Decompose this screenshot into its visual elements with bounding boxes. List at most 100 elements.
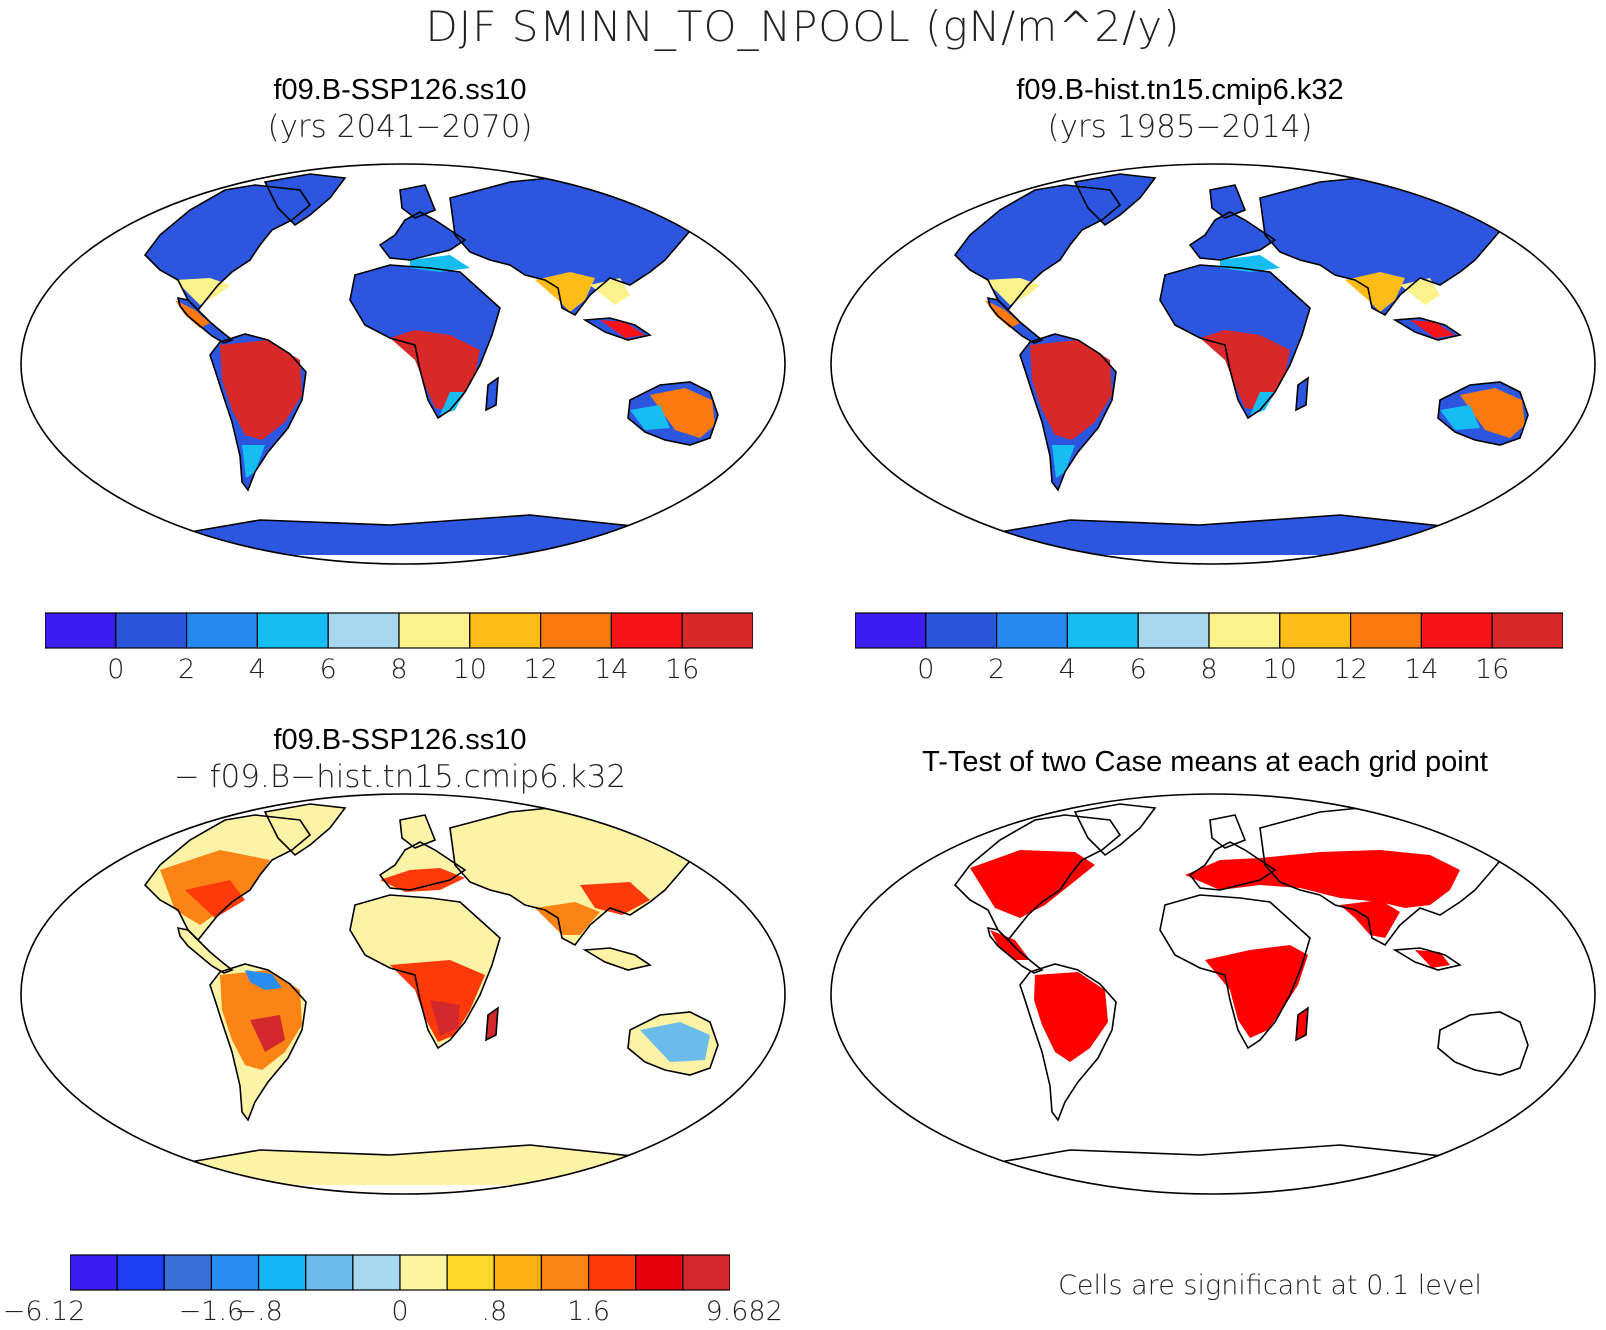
panel-title-top-left: f09.B-SSP126.ss10 (yrs 2041−2070) — [140, 72, 660, 146]
colorbar-segment — [115, 612, 188, 649]
colorbar-tick-label: 0 — [391, 1296, 409, 1327]
continent-antarctica — [155, 1145, 675, 1185]
map-border — [830, 163, 1596, 565]
field-overlay — [600, 320, 645, 338]
field-overlay — [1296, 1008, 1308, 1040]
field-overlay — [970, 850, 1095, 918]
field-overlay — [390, 960, 485, 1042]
colorbar-segment — [446, 1254, 495, 1291]
continent-antarctica — [965, 515, 1485, 555]
map-content — [21, 164, 785, 564]
colorbar-segment — [1066, 612, 1139, 649]
continent-greenland — [265, 174, 345, 225]
field-overlay — [1410, 320, 1455, 338]
colorbar-tick-label: 2 — [988, 654, 1006, 685]
colorbar-tick-label: 12 — [523, 654, 558, 685]
colorbar-labels-hist: 0 2 4 6 8 10 12 14 16 — [855, 654, 1563, 688]
map-border — [20, 163, 786, 565]
field-overlay — [1460, 388, 1525, 438]
continent-greenland — [265, 804, 345, 855]
coastline — [1188, 841, 1277, 891]
colorbar-segment — [540, 1254, 590, 1291]
coastline — [986, 296, 1044, 344]
colorbar-segment — [186, 612, 259, 649]
panel-title-top-right: f09.B-hist.tn15.cmip6.k32 (yrs 1985−2014… — [920, 72, 1440, 146]
field-overlay — [1034, 972, 1108, 1062]
coastline — [143, 814, 312, 942]
map-hist — [830, 163, 1596, 565]
field-overlay — [590, 278, 630, 305]
coastline — [1295, 376, 1309, 412]
colorbar-labels-ssp126: 0 2 4 6 8 10 12 14 16 — [45, 654, 753, 688]
field-overlay — [220, 340, 302, 440]
colorbar-segment — [469, 612, 542, 649]
continent-europe — [380, 212, 465, 260]
field-overlay — [440, 392, 465, 415]
figure-title: DJF SMINN_TO_NPOOL (gN/m^2/y) — [425, 2, 1181, 51]
colorbar-segment — [398, 612, 471, 649]
colorbar-segment — [305, 1254, 354, 1291]
field-overlay — [1345, 272, 1405, 312]
coastline — [953, 814, 1122, 942]
map-content — [831, 794, 1595, 1194]
field-overlay — [390, 330, 480, 410]
colorbar-tick-label: 8 — [1200, 654, 1218, 685]
field-overlay — [1400, 278, 1440, 305]
continent-greenland — [1075, 804, 1155, 855]
map-border — [830, 793, 1596, 1195]
field-overlay — [1052, 445, 1075, 478]
colorbar-tick-label: 4 — [1058, 654, 1076, 685]
field-overlay — [630, 405, 670, 430]
coastline — [349, 264, 501, 420]
colorbar-segment — [1491, 612, 1563, 649]
coastline — [209, 963, 307, 1122]
colorbar-tick-label: 8 — [390, 654, 408, 685]
colorbar-segment — [70, 1254, 118, 1291]
colorbar-segment — [635, 1254, 684, 1291]
coastline — [1019, 333, 1117, 492]
coastline — [582, 317, 652, 341]
colorbar-segment — [681, 612, 753, 649]
coastline — [1392, 947, 1462, 971]
colorbar-segment — [1420, 612, 1493, 649]
coastline — [627, 381, 719, 446]
colorbar-tick-label: 10 — [1262, 654, 1297, 685]
field-overlay — [535, 272, 595, 312]
colorbar-segment — [493, 1254, 543, 1291]
field-overlay — [175, 278, 230, 305]
panel-title-bottom-left: f09.B-SSP126.ss10 − f09.B−hist.tn15.cmip… — [80, 722, 720, 796]
continent-namerica — [145, 185, 310, 310]
coastline — [485, 376, 499, 412]
field-overlay — [175, 300, 210, 328]
map-content — [21, 794, 785, 1194]
coastline — [1209, 184, 1247, 219]
map-difference — [20, 793, 786, 1195]
colorbar-tick-label: 1.6 — [567, 1296, 611, 1327]
panel-case-name: f09.B-SSP126.ss10 — [273, 724, 527, 756]
coastline — [1437, 381, 1529, 446]
colorbar-segment — [399, 1254, 448, 1291]
colorbar-segment — [996, 612, 1069, 649]
coastline — [399, 814, 437, 849]
colorbar-tick-label: 14 — [594, 654, 629, 685]
colorbar-tick-label: −.8 — [234, 1296, 283, 1327]
continent-scandinavia — [1210, 815, 1245, 848]
colorbar-tick-label: 6 — [1129, 654, 1147, 685]
colorbar-tick-label: −6.12 — [2, 1296, 86, 1327]
coastline — [1188, 211, 1277, 261]
panel-years: (yrs 2041−2070) — [267, 109, 533, 145]
field-overlay — [650, 388, 715, 438]
field-overlay — [486, 1008, 498, 1040]
map-ttest — [830, 793, 1596, 1195]
continent-scandinavia — [1210, 185, 1245, 218]
colorbar-segment — [540, 612, 613, 649]
panel-case-name: f09.B-hist.tn15.cmip6.k32 — [1016, 74, 1344, 106]
panel-case-name: f09.B-SSP126.ss10 — [273, 74, 527, 106]
colorbar-segment — [1208, 612, 1281, 649]
coastline — [1019, 963, 1117, 1122]
coastline — [1073, 803, 1157, 857]
field-overlay — [185, 880, 245, 918]
colorbar-difference — [70, 1254, 730, 1291]
colorbar-segment — [163, 1254, 213, 1291]
coastline — [485, 1006, 499, 1042]
